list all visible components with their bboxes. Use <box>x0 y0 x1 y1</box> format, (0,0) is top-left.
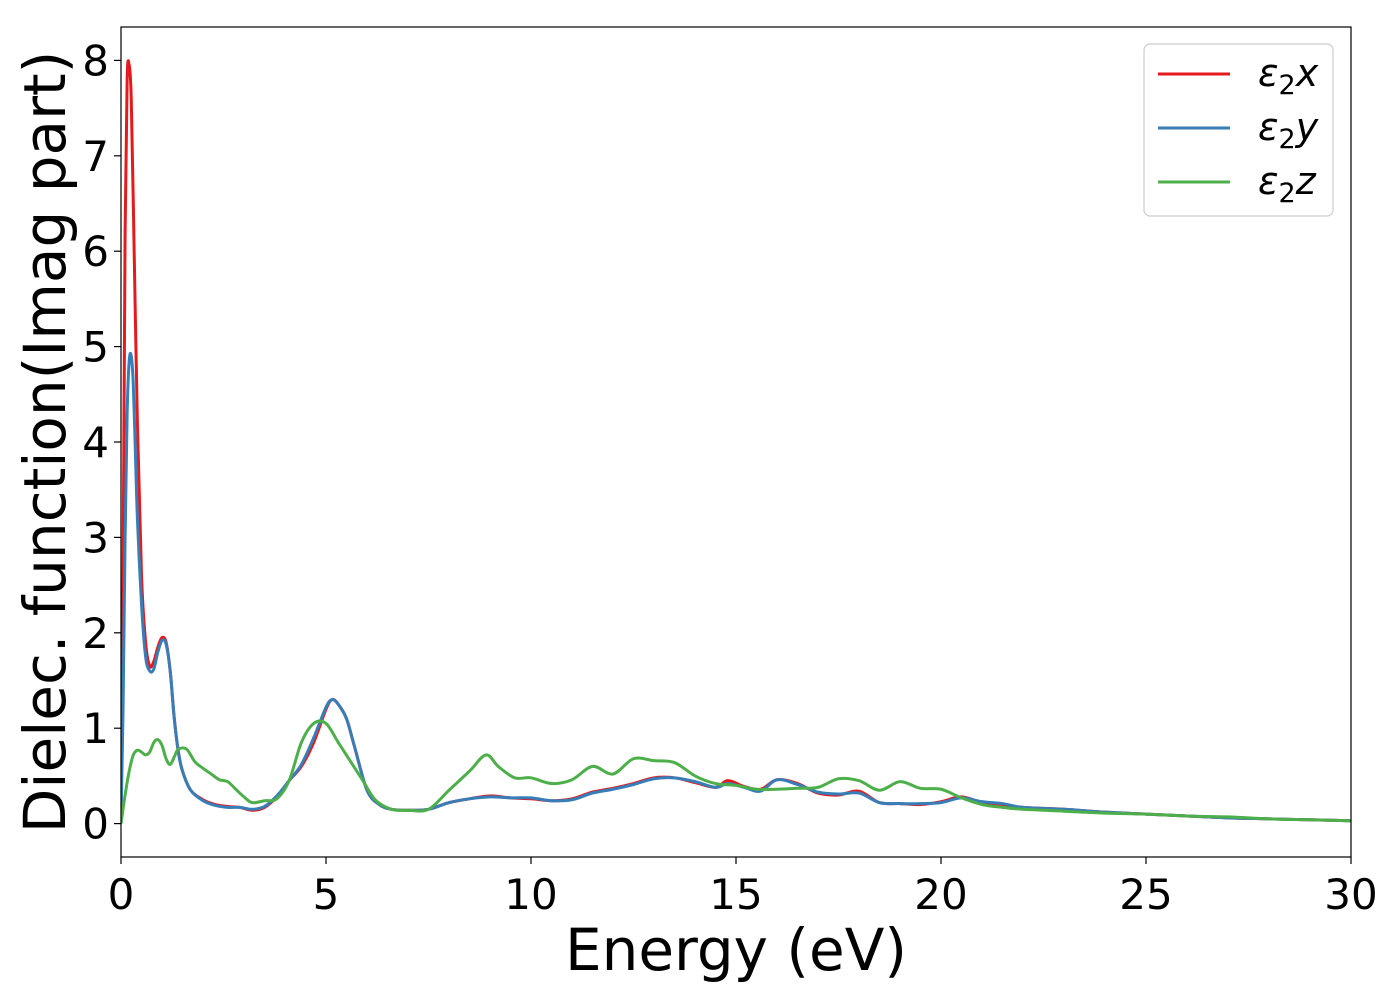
x-tick-label: 10 <box>504 870 557 919</box>
y-axis-label: Dielec. function(Imag part) <box>11 51 79 834</box>
x-tick-label: 0 <box>108 870 135 919</box>
series-layer <box>121 59 1351 824</box>
series-line-z <box>121 719 1351 824</box>
y-tick-label: 3 <box>82 513 109 562</box>
x-tick-label: 5 <box>313 870 340 919</box>
y-tick-label: 7 <box>82 132 109 181</box>
x-axis-label: Energy (eV) <box>565 916 907 984</box>
y-tick-label: 4 <box>82 418 109 467</box>
legend-box <box>1143 43 1334 217</box>
y-tick-label: 5 <box>82 323 109 372</box>
x-tick-label: 15 <box>709 870 762 919</box>
y-tick-label: 2 <box>82 609 109 658</box>
y-tick-label: 0 <box>82 800 109 849</box>
series-line-y <box>121 351 1351 824</box>
x-tick-label: 30 <box>1324 870 1377 919</box>
x-tick-label: 20 <box>914 870 967 919</box>
x-axis: 0 5 10 15 20 25 30 <box>108 857 1378 919</box>
legend-label-x: ε2x <box>1258 51 1319 101</box>
y-tick-label: 8 <box>82 36 109 85</box>
y-axis: 0 1 2 3 4 5 6 7 8 <box>82 36 121 849</box>
legend-label-y: ε2y <box>1258 105 1319 155</box>
legend-label-z: ε2z <box>1258 159 1317 209</box>
x-tick-label: 25 <box>1119 870 1172 919</box>
y-tick-label: 1 <box>82 704 109 753</box>
y-tick-label: 6 <box>82 227 109 276</box>
